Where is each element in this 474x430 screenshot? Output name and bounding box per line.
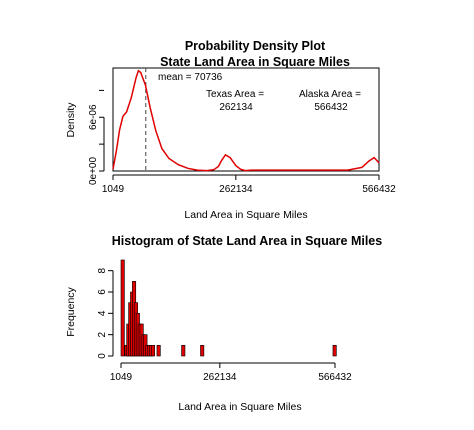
histogram-x-tick-label: 1049	[110, 372, 133, 383]
alaska-annotation-line2: 566432	[314, 102, 348, 113]
histogram-y-tick-label: 2	[97, 331, 108, 337]
histogram-y-tick-label: 4	[97, 310, 108, 316]
histogram-bar	[120, 259, 125, 357]
density-x-label: Land Area in Square Miles	[184, 209, 307, 221]
histogram-bar	[181, 345, 186, 357]
histogram-x-tick-label: 566432	[318, 372, 352, 383]
density-title: Probability Density Plot	[185, 39, 326, 53]
density-curve	[112, 69, 380, 172]
histogram-x-axis: 1049 262134 566432	[110, 362, 352, 383]
density-y-label: Density	[65, 102, 77, 138]
histogram-bar	[150, 345, 155, 357]
histogram-y-label: Frequency	[65, 286, 77, 336]
texas-annotation-line1: Texas Area =	[206, 89, 264, 100]
density-y-tick-label: 6e-06	[88, 104, 99, 130]
histogram-y-tick-label: 6	[97, 289, 108, 295]
histogram-bar	[200, 345, 205, 357]
histogram-x-tick-label: 262134	[203, 372, 237, 383]
histogram-x-label: Land Area in Square Miles	[178, 401, 301, 413]
mean-annotation: mean = 70736	[158, 72, 223, 83]
alaska-annotation-line1: Alaska Area =	[299, 89, 361, 100]
density-x-axis: 1049 262134 566432	[102, 174, 396, 195]
histogram-y-tick-label: 0	[97, 353, 108, 359]
histogram-bar	[156, 345, 161, 357]
texas-annotation-line2: 262134	[219, 102, 253, 113]
density-x-tick-label: 566432	[362, 184, 396, 195]
density-y-axis: 0e+00 6e-06	[88, 89, 105, 186]
density-x-tick-label: 262134	[219, 184, 253, 195]
histogram-title: Histogram of State Land Area in Square M…	[112, 234, 382, 248]
histogram-bar	[332, 345, 337, 357]
density-x-tick-label: 1049	[102, 184, 125, 195]
histogram-y-tick-label: 8	[97, 267, 108, 273]
density-y-tick-label: 0e+00	[88, 157, 99, 186]
density-panel: Probability Density Plot State Land Area…	[65, 39, 396, 221]
histogram-bars	[120, 259, 337, 357]
density-subtitle: State Land Area in Square Miles	[160, 55, 350, 69]
histogram-y-axis: 0 2 4 6 8	[97, 267, 114, 359]
histogram-panel: Histogram of State Land Area in Square M…	[65, 234, 382, 413]
